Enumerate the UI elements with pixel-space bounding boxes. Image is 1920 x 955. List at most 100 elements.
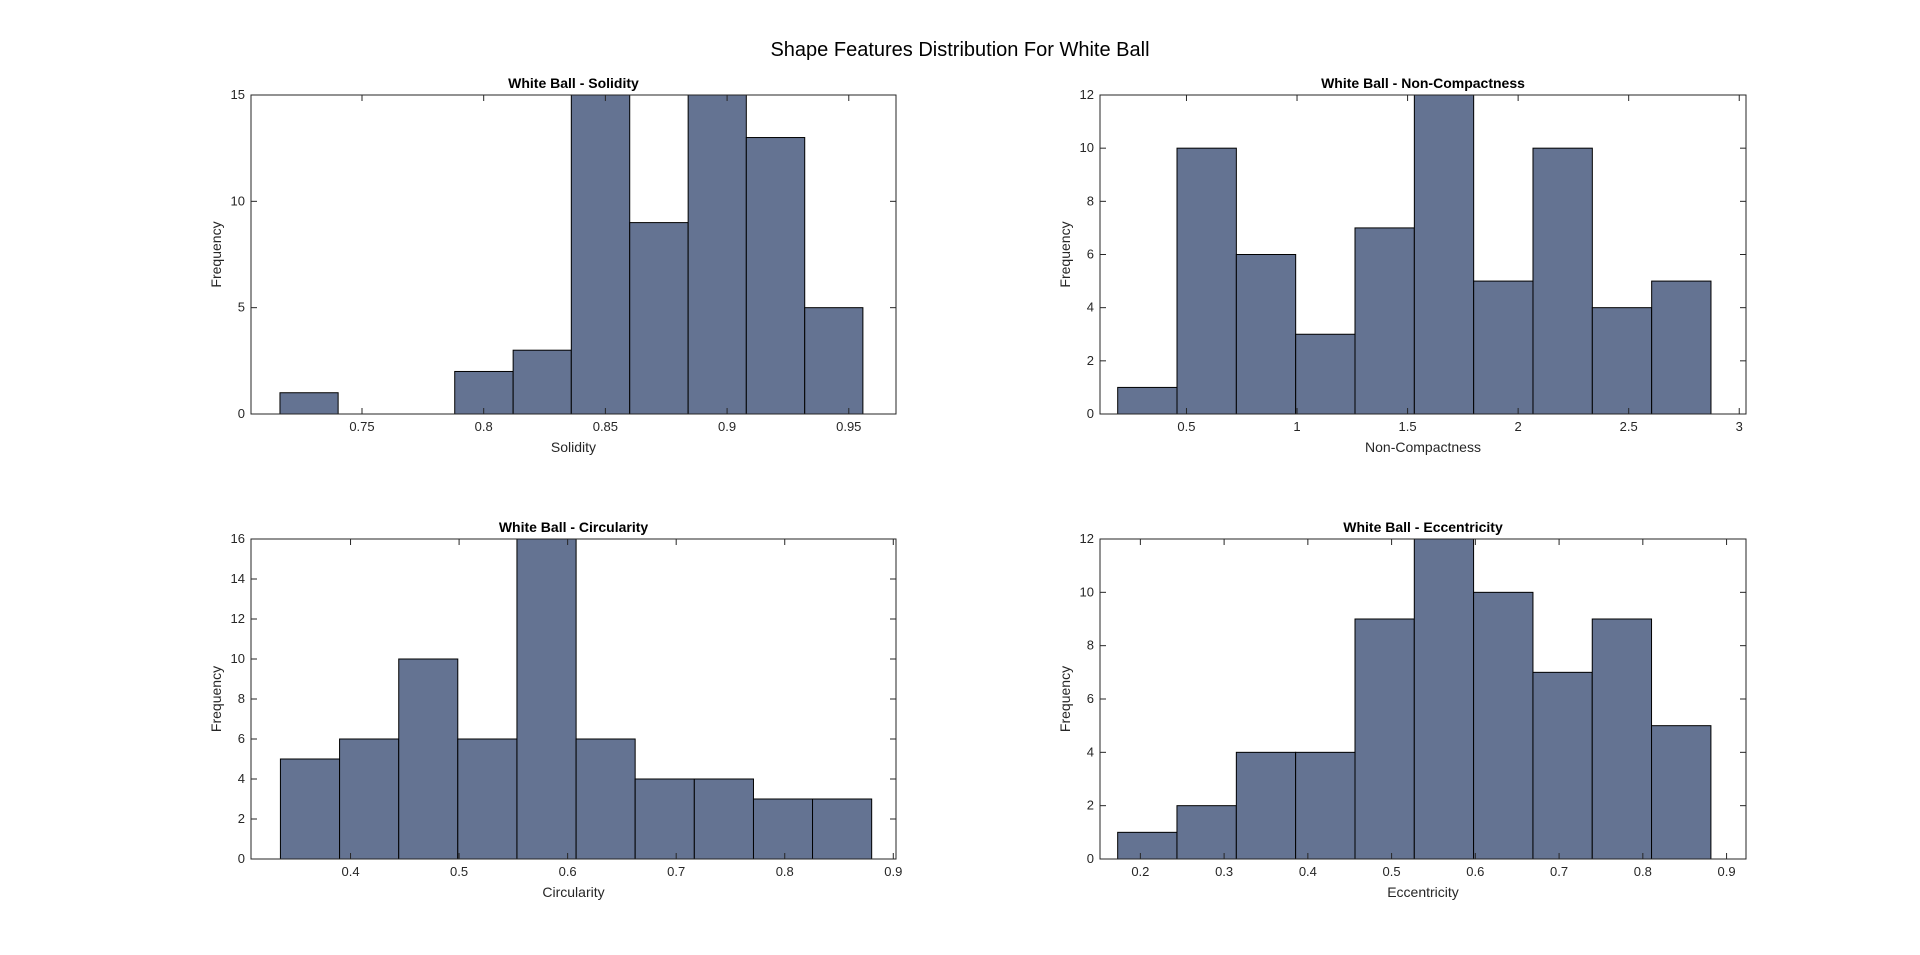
y-axis-label: Frequency <box>1057 666 1073 732</box>
histogram-bar <box>687 94 747 415</box>
y-axis-label: Frequency <box>208 666 224 732</box>
y-tick-label: 2 <box>1087 798 1094 813</box>
x-tick-label: 0.7 <box>1550 864 1568 879</box>
histogram-bar <box>1532 147 1593 415</box>
x-tick-label: 0.6 <box>559 864 577 879</box>
y-tick-label: 16 <box>231 531 245 546</box>
x-tick-label: 0.5 <box>1177 419 1195 434</box>
histogram-bar <box>1176 805 1237 860</box>
x-tick-label: 0.8 <box>776 864 794 879</box>
x-tick-label: 0.9 <box>718 419 736 434</box>
y-tick-label: 14 <box>231 571 245 586</box>
histogram-bar <box>812 798 873 860</box>
y-tick-label: 0 <box>1087 406 1094 421</box>
subplot-1: 0.75 0.8 0.85 0.9 0.95 0 5 10 15 White Ball - Sol… <box>208 75 897 455</box>
histogram-bar <box>516 538 577 860</box>
x-tick-label: 0.3 <box>1215 864 1233 879</box>
x-tick-label: 0.95 <box>836 419 861 434</box>
y-tick-label: 15 <box>231 87 245 102</box>
histogram-bar <box>1235 254 1297 415</box>
histogram-bar <box>1354 618 1415 860</box>
y-tick-label: 8 <box>238 691 245 706</box>
histogram-bar <box>1235 751 1297 860</box>
y-tick-label: 0 <box>1087 851 1094 866</box>
x-tick-label: 0.8 <box>1634 864 1652 879</box>
subplot-2: 0.5 1 1.5 2 2.5 3 0 2 4 6 8 10 12 White Ball - Non-Co… <box>1057 75 1747 455</box>
histogram-bar <box>693 778 754 860</box>
y-axis-label: Frequency <box>208 221 224 287</box>
subplot-title: White Ball - Non-Compactness <box>1321 75 1525 91</box>
y-tick-label: 0 <box>238 406 245 421</box>
subplot-3: 0.4 0.5 0.6 0.7 0.8 0.9 0 2 4 6 8 10 12 14 16 White Bal… <box>208 519 902 900</box>
figure-title: Shape Features Distribution For White Ba… <box>770 39 1150 61</box>
subplot-4: 0.2 0.3 0.4 0.5 0.6 0.7 0.8 0.9 0 2 4 6 8 10 12 White B… <box>1057 519 1747 900</box>
histogram-bar <box>1117 386 1178 415</box>
x-tick-label: 0.8 <box>475 419 493 434</box>
y-tick-label: 10 <box>231 651 245 666</box>
x-tick-label: 0.5 <box>450 864 468 879</box>
y-tick-label: 5 <box>238 300 245 315</box>
histogram-bar <box>1473 591 1534 860</box>
x-axis-label: Non-Compactness <box>1365 439 1481 455</box>
histogram-bar <box>745 137 806 415</box>
y-tick-label: 6 <box>1087 247 1094 262</box>
x-tick-label: 0.9 <box>884 864 902 879</box>
histogram-bar <box>1295 751 1356 860</box>
y-tick-label: 10 <box>1080 584 1094 599</box>
x-tick-label: 0.5 <box>1383 864 1401 879</box>
histogram-bar <box>1473 280 1534 415</box>
y-tick-label: 2 <box>1087 353 1094 368</box>
histogram-bar <box>752 798 814 860</box>
histogram-bar <box>1591 307 1653 415</box>
histogram-bar <box>457 738 518 860</box>
histogram-bar <box>634 778 695 860</box>
histogram-bar <box>1413 94 1475 415</box>
histogram-bar <box>1354 227 1415 415</box>
x-axis-label: Eccentricity <box>1387 884 1459 900</box>
histogram-bar <box>398 658 459 860</box>
x-tick-label: 0.2 <box>1131 864 1149 879</box>
x-tick-label: 2.5 <box>1620 419 1638 434</box>
histogram-bar <box>570 94 631 415</box>
histogram-bar <box>1176 147 1237 415</box>
histogram-bar <box>629 222 689 415</box>
histogram-bar <box>1651 280 1712 415</box>
y-tick-label: 8 <box>1087 638 1094 653</box>
y-tick-label: 2 <box>238 811 245 826</box>
x-tick-label: 2 <box>1515 419 1522 434</box>
x-tick-label: 0.9 <box>1718 864 1736 879</box>
y-tick-label: 6 <box>238 731 245 746</box>
y-tick-label: 12 <box>1080 87 1094 102</box>
histogram-bar <box>454 370 514 415</box>
x-axis-label: Solidity <box>551 439 596 455</box>
subplot-title: White Ball - Eccentricity <box>1343 519 1503 535</box>
x-tick-label: 3 <box>1736 419 1743 434</box>
x-tick-label: 0.85 <box>593 419 618 434</box>
y-tick-label: 8 <box>1087 193 1094 208</box>
histogram-bar <box>1295 333 1356 415</box>
y-tick-label: 0 <box>238 851 245 866</box>
histogram-bar <box>279 758 341 860</box>
y-tick-label: 10 <box>1080 140 1094 155</box>
y-tick-label: 12 <box>1080 531 1094 546</box>
histogram-bar <box>279 392 339 415</box>
x-tick-label: 0.75 <box>349 419 374 434</box>
y-tick-label: 4 <box>238 771 245 786</box>
y-axis-label: Frequency <box>1057 221 1073 287</box>
x-tick-label: 0.4 <box>1299 864 1317 879</box>
y-tick-label: 12 <box>231 611 245 626</box>
histogram-bar <box>1117 831 1178 860</box>
histogram-bar <box>804 307 864 415</box>
x-tick-label: 1.5 <box>1399 419 1417 434</box>
histogram-bar <box>339 738 400 860</box>
x-tick-label: 0.6 <box>1466 864 1484 879</box>
y-tick-label: 6 <box>1087 691 1094 706</box>
histogram-bar <box>1413 538 1475 860</box>
y-tick-label: 4 <box>1087 300 1094 315</box>
axes-frame <box>250 94 897 415</box>
x-tick-label: 0.4 <box>342 864 360 879</box>
histogram-bar <box>1651 725 1712 860</box>
histogram-bar <box>1532 671 1593 860</box>
